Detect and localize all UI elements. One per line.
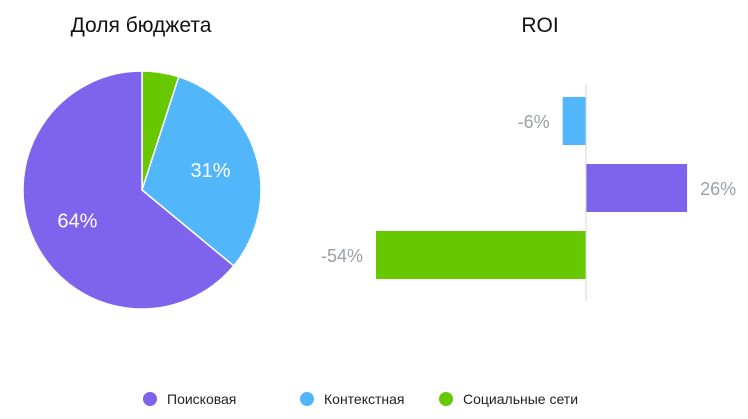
legend-item: Поисковая: [143, 391, 236, 407]
roi-bar-chart: ROI -6% 26% -54%: [321, 14, 736, 301]
bar-chart-title: ROI: [521, 14, 558, 37]
pie-value-label: 64%: [57, 210, 97, 232]
legend-marker: [143, 392, 157, 406]
pie-slices: [22, 70, 262, 310]
legend-label: Социальные сети: [463, 391, 578, 407]
legend-label: Контекстная: [324, 391, 405, 407]
roi-bars: [376, 97, 688, 279]
pie-labels: 31% 64%: [57, 160, 230, 232]
pie-value-label: 31%: [191, 160, 231, 182]
roi-value-label: -54%: [321, 246, 363, 266]
roi-bar-social: [376, 231, 586, 279]
legend-marker: [300, 392, 314, 406]
legend-marker: [439, 392, 453, 406]
roi-value-label: -6%: [518, 112, 550, 132]
roi-bar-search: [586, 164, 688, 212]
legend-label: Поисковая: [167, 391, 236, 407]
pie-slice-context: [141, 75, 262, 267]
legend-item: Социальные сети: [439, 391, 578, 407]
roi-value-label: 26%: [700, 179, 736, 199]
pie-chart-title: Доля бюджета: [71, 14, 212, 37]
roi-bar-context: [562, 97, 586, 145]
pie-slice-search: [22, 70, 235, 310]
legend: Поисковая Контекстная Социальные сети: [143, 391, 578, 407]
roi-bar-labels: -6% 26% -54%: [321, 112, 736, 266]
pie-chart: Доля бюджета 31% 64%: [22, 14, 262, 310]
legend-item: Контекстная: [300, 391, 405, 407]
